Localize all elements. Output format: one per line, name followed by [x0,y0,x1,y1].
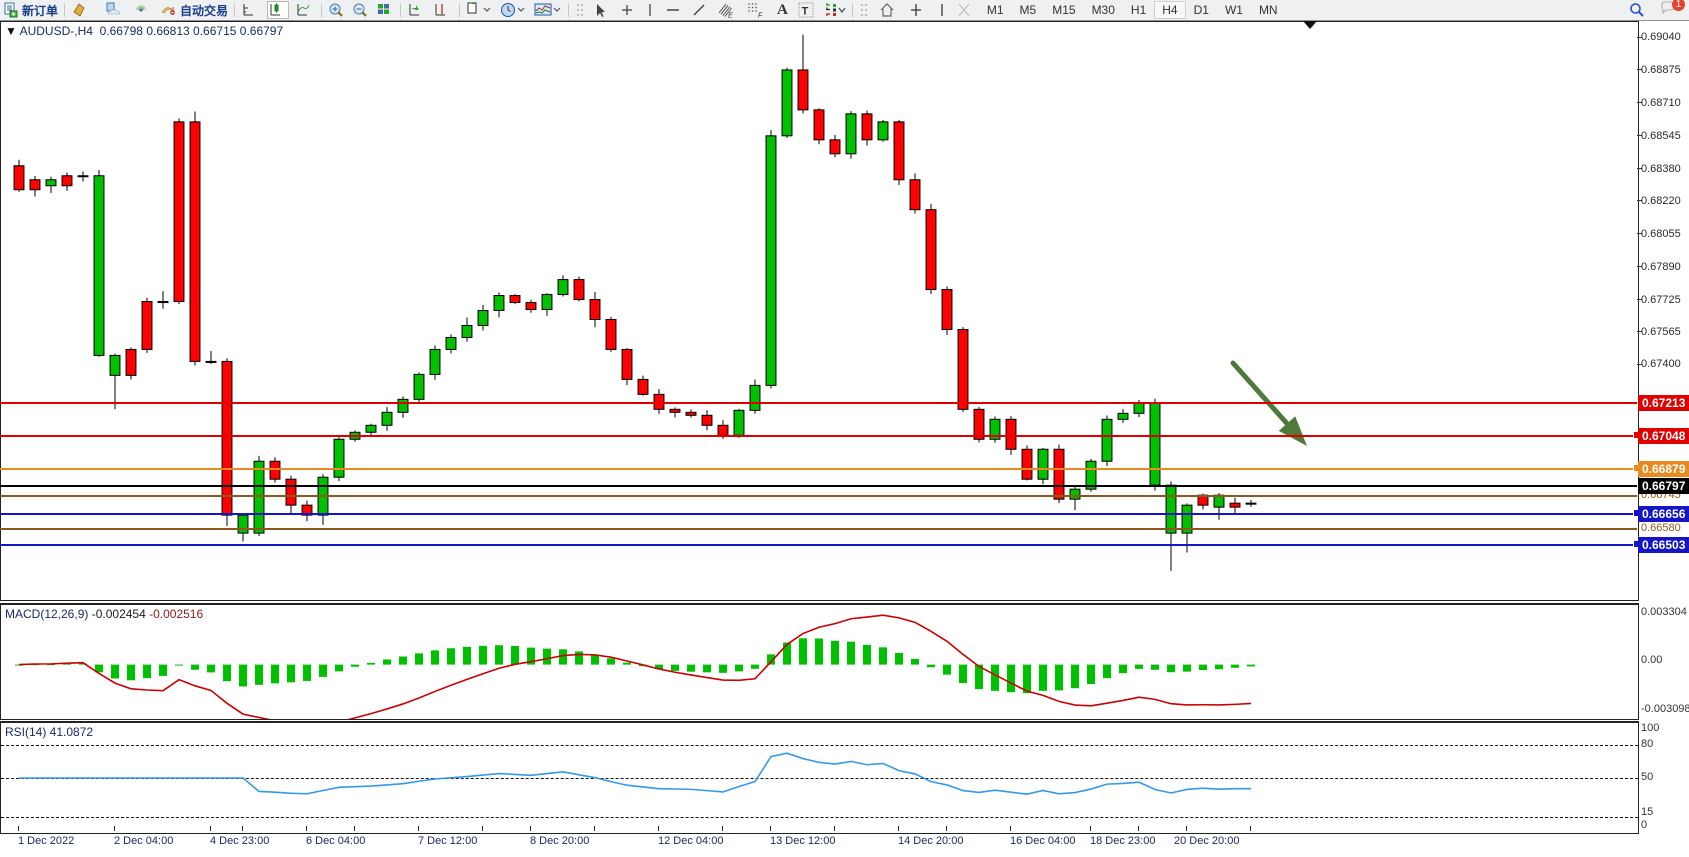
svg-text:T: T [801,6,808,18]
svg-text:E: E [728,13,733,19]
svg-text:F: F [758,13,763,19]
